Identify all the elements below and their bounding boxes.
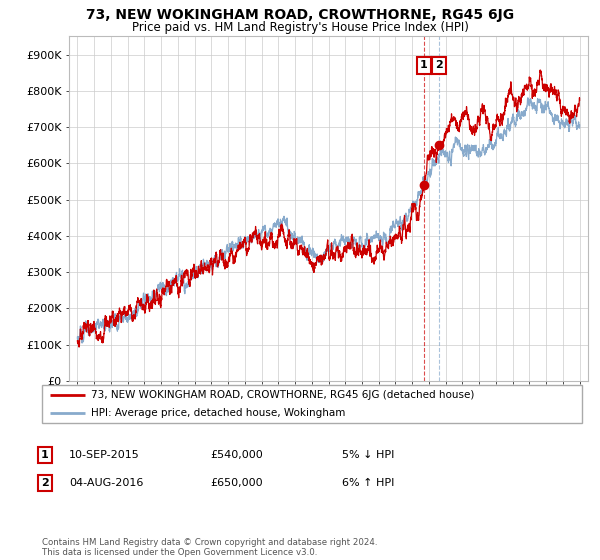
Text: 1: 1 xyxy=(420,60,428,71)
Text: 2: 2 xyxy=(435,60,443,71)
Text: HPI: Average price, detached house, Wokingham: HPI: Average price, detached house, Woki… xyxy=(91,408,345,418)
Text: Contains HM Land Registry data © Crown copyright and database right 2024.
This d: Contains HM Land Registry data © Crown c… xyxy=(42,538,377,557)
Text: 73, NEW WOKINGHAM ROAD, CROWTHORNE, RG45 6JG (detached house): 73, NEW WOKINGHAM ROAD, CROWTHORNE, RG45… xyxy=(91,390,474,400)
Text: 04-AUG-2016: 04-AUG-2016 xyxy=(69,478,143,488)
Text: 73, NEW WOKINGHAM ROAD, CROWTHORNE, RG45 6JG: 73, NEW WOKINGHAM ROAD, CROWTHORNE, RG45… xyxy=(86,8,514,22)
Text: 10-SEP-2015: 10-SEP-2015 xyxy=(69,450,140,460)
Text: £540,000: £540,000 xyxy=(210,450,263,460)
Text: 1: 1 xyxy=(41,450,49,460)
Text: 5% ↓ HPI: 5% ↓ HPI xyxy=(342,450,394,460)
Text: £650,000: £650,000 xyxy=(210,478,263,488)
Text: 6% ↑ HPI: 6% ↑ HPI xyxy=(342,478,394,488)
Text: Price paid vs. HM Land Registry's House Price Index (HPI): Price paid vs. HM Land Registry's House … xyxy=(131,21,469,34)
Text: 2: 2 xyxy=(41,478,49,488)
